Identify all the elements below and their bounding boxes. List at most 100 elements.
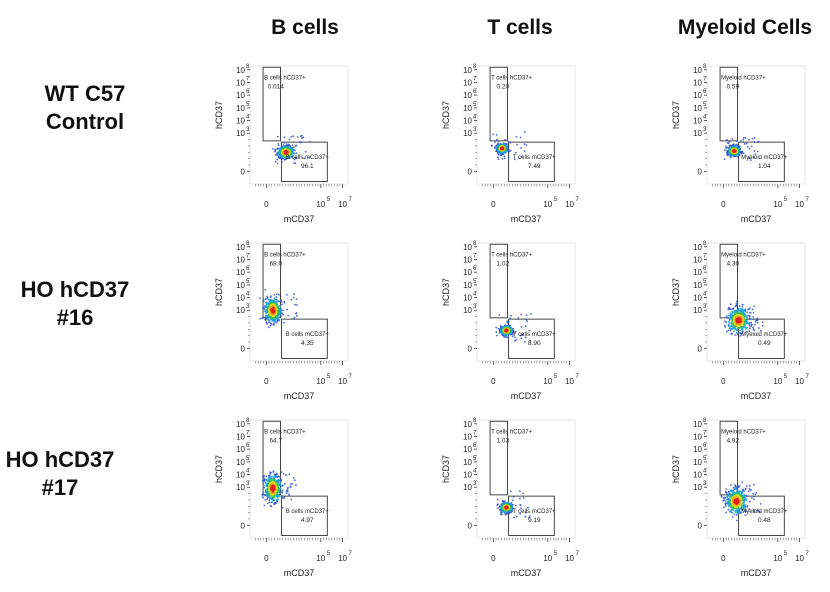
y-tick-label: 10 bbox=[236, 281, 245, 290]
gate-value-mcd37: 8.90 bbox=[528, 340, 541, 347]
data-point bbox=[729, 156, 732, 159]
x-tick-label: 10 bbox=[543, 200, 552, 209]
data-point bbox=[753, 329, 756, 332]
x-tick-label: 10 bbox=[338, 200, 347, 209]
data-point bbox=[748, 314, 750, 317]
y-tick-exponent: 8 bbox=[246, 64, 250, 70]
y-tick-exponent: 4 bbox=[473, 292, 477, 298]
gate-label-hcd37: B cells hCD37+ bbox=[264, 252, 306, 258]
data-point bbox=[283, 482, 286, 485]
y-tick-label: 0 bbox=[241, 521, 246, 530]
gate-hcd37-positive bbox=[489, 420, 508, 496]
data-point bbox=[747, 145, 749, 148]
data-point bbox=[748, 330, 751, 333]
data-point bbox=[265, 321, 268, 324]
data-point bbox=[262, 300, 265, 303]
gate-hcd37-positive bbox=[719, 66, 738, 142]
data-point bbox=[281, 506, 284, 509]
gate-value-hcd37: 0.014 bbox=[268, 83, 285, 90]
data-point bbox=[285, 151, 287, 154]
data-point bbox=[723, 149, 726, 152]
data-point bbox=[753, 323, 756, 326]
data-point bbox=[746, 311, 749, 314]
y-tick-exponent: 7 bbox=[473, 76, 477, 82]
data-point bbox=[289, 145, 292, 148]
data-point bbox=[497, 140, 500, 143]
data-point bbox=[520, 337, 523, 340]
x-tick-label: 10 bbox=[543, 554, 552, 563]
data-point bbox=[497, 158, 500, 161]
data-point bbox=[740, 140, 742, 142]
data-point bbox=[501, 147, 503, 150]
data-point bbox=[497, 153, 500, 156]
data-point bbox=[725, 321, 728, 324]
plot-frame bbox=[476, 65, 576, 185]
data-point bbox=[292, 135, 295, 138]
data-point bbox=[525, 318, 528, 321]
y-tick-label: 10 bbox=[463, 255, 472, 264]
data-point bbox=[264, 316, 267, 319]
x-tick-label: 10 bbox=[773, 377, 782, 386]
data-point bbox=[290, 498, 293, 501]
data-point bbox=[265, 312, 267, 315]
column-title-myeloid-cells: Myeloid Cells bbox=[677, 16, 813, 39]
data-point bbox=[496, 138, 498, 141]
y-tick-label: 10 bbox=[693, 268, 702, 277]
data-point bbox=[526, 320, 529, 322]
x-tick-label: 10 bbox=[543, 377, 552, 386]
x-axis-label: mCD37 bbox=[284, 568, 315, 578]
data-point bbox=[729, 312, 731, 314]
y-tick-label: 10 bbox=[236, 483, 245, 492]
y-tick-label: 0 bbox=[698, 344, 703, 353]
data-point bbox=[510, 490, 512, 493]
y-tick-label: 10 bbox=[693, 255, 702, 264]
gate-value-hcd37: 68.0 bbox=[269, 260, 282, 267]
x-tick-label: 0 bbox=[491, 554, 496, 563]
data-point bbox=[748, 157, 751, 160]
y-axis-label: hCD37 bbox=[671, 101, 681, 129]
data-point bbox=[756, 150, 759, 153]
data-point bbox=[725, 145, 727, 148]
y-tick-label: 10 bbox=[463, 306, 472, 315]
data-point bbox=[750, 145, 753, 148]
data-point bbox=[749, 327, 751, 330]
data-point bbox=[280, 301, 283, 304]
x-tick-exponent: 5 bbox=[554, 374, 558, 380]
x-tick-exponent: 5 bbox=[327, 551, 331, 557]
y-tick-exponent: 5 bbox=[246, 279, 250, 285]
data-point bbox=[266, 502, 269, 505]
data-point bbox=[276, 320, 279, 322]
x-axis-label: mCD37 bbox=[741, 214, 772, 224]
data-point bbox=[755, 319, 758, 322]
y-axis-label: hCD37 bbox=[214, 101, 224, 129]
x-tick-label: 0 bbox=[491, 377, 496, 386]
data-point bbox=[748, 317, 751, 319]
y-tick-exponent: 3 bbox=[246, 127, 250, 133]
data-point bbox=[517, 317, 520, 319]
gate-label-hcd37: T cells hCD37+ bbox=[491, 252, 533, 258]
x-tick-exponent: 7 bbox=[349, 197, 353, 203]
data-point bbox=[735, 331, 738, 334]
data-point bbox=[515, 135, 518, 138]
data-point bbox=[277, 143, 280, 145]
y-tick-label: 10 bbox=[236, 420, 245, 429]
data-point bbox=[278, 293, 280, 296]
data-point bbox=[495, 134, 498, 136]
data-point bbox=[727, 314, 730, 317]
data-point bbox=[747, 322, 750, 325]
data-point bbox=[261, 317, 264, 319]
data-point bbox=[274, 298, 277, 301]
data-point bbox=[299, 135, 302, 137]
data-point bbox=[726, 317, 729, 319]
gate-label-mcd37: T cells mCD37+ bbox=[513, 332, 556, 338]
data-point bbox=[737, 332, 740, 335]
plot-frame bbox=[476, 242, 576, 362]
y-tick-label: 10 bbox=[236, 129, 245, 138]
data-point bbox=[519, 513, 522, 515]
data-point bbox=[292, 318, 295, 320]
data-point bbox=[745, 322, 748, 324]
data-point bbox=[495, 331, 498, 334]
data-point bbox=[508, 149, 510, 151]
data-point bbox=[271, 148, 274, 150]
